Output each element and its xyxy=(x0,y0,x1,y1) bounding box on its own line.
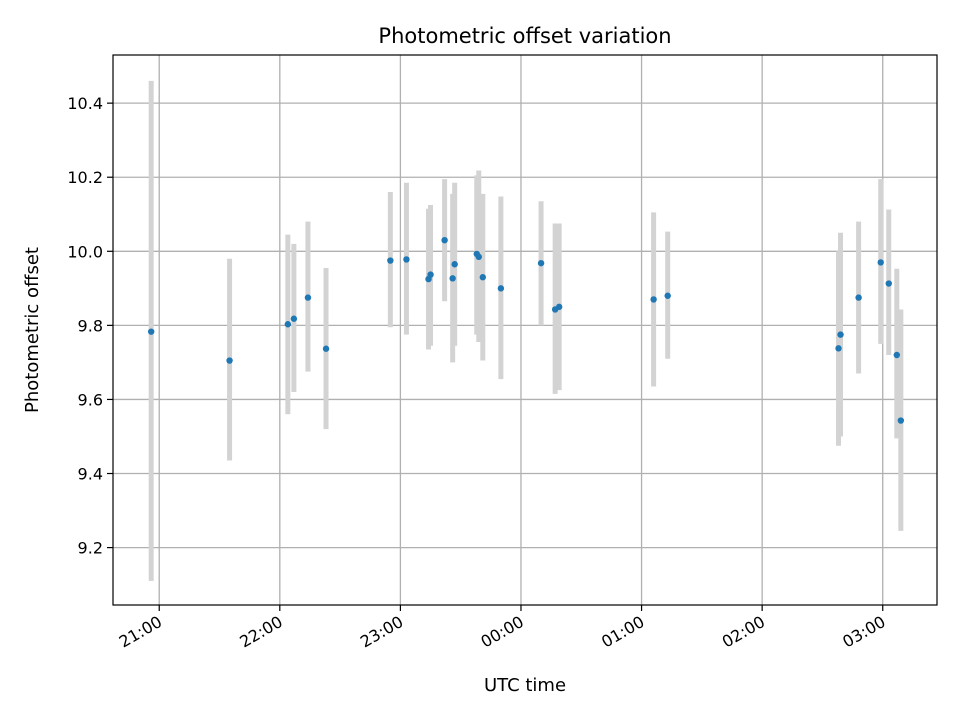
data-point xyxy=(555,303,563,311)
data-point xyxy=(387,257,394,264)
data-point xyxy=(497,285,505,292)
y-tick-label: 9.4 xyxy=(78,465,103,484)
data-point xyxy=(897,417,905,424)
y-tick-label: 10.0 xyxy=(67,242,103,261)
data-point xyxy=(322,345,330,352)
data-point xyxy=(403,256,410,263)
y-tick-label: 9.2 xyxy=(78,539,103,558)
data-point xyxy=(835,345,842,352)
data-point xyxy=(664,292,671,299)
data-point xyxy=(290,315,298,322)
y-tick-label: 10.2 xyxy=(67,168,103,187)
data-point xyxy=(284,321,292,328)
y-axis: 9.2 9.4 9.6 9.8 10.0 10.2 10.4 xyxy=(67,94,113,558)
data-point xyxy=(475,253,482,261)
y-tick-label: 9.6 xyxy=(78,390,103,409)
y-tick-label: 9.8 xyxy=(78,316,103,335)
data-point xyxy=(479,274,486,281)
data-point xyxy=(537,259,545,267)
plot-frame xyxy=(112,54,938,606)
data-point xyxy=(650,296,657,303)
data-points xyxy=(147,236,905,424)
data-point xyxy=(427,271,434,278)
data-point xyxy=(304,294,312,301)
data-point xyxy=(449,275,456,282)
grid xyxy=(113,55,937,605)
data-point xyxy=(855,294,862,301)
data-point xyxy=(451,261,458,268)
data-point xyxy=(877,259,884,266)
data-point xyxy=(441,236,448,244)
data-point xyxy=(147,328,155,335)
y-axis-label: Photometric offset xyxy=(22,247,43,413)
x-axis-label: UTC time xyxy=(484,675,566,696)
data-point xyxy=(893,351,901,359)
data-point xyxy=(885,280,892,287)
data-point xyxy=(837,331,844,338)
y-tick-label: 10.4 xyxy=(67,94,103,113)
data-point xyxy=(226,357,233,364)
chart-title: Photometric offset variation xyxy=(378,24,671,48)
